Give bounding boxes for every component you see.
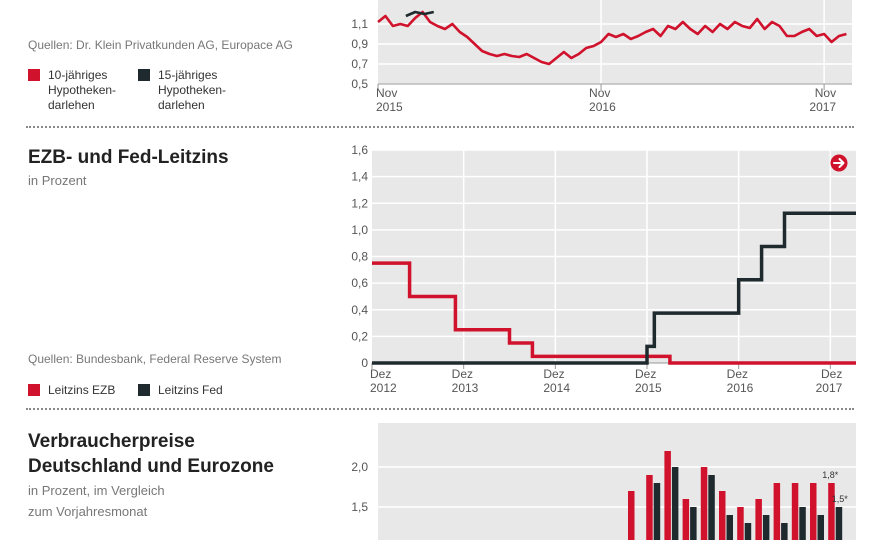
verbraucher-bar-red [810,483,817,540]
leitzins-x-tick-month: Dez [452,367,473,381]
arrow-right-icon-glyph [833,158,845,168]
mortgage-x-tick-month: Nov [815,86,836,100]
verbraucher-bar-dark [781,523,788,540]
mortgage-y-tick: 1,1 [351,17,368,31]
verbraucher-bar-dark [762,515,770,540]
mortgage-y-tick: 0,5 [351,77,368,91]
leitzins-x-tick-month: Dez [635,367,656,381]
verbraucher-plot-bg [378,423,856,540]
verbraucher-bar-red [628,491,635,540]
verbraucher-bar-dark [671,467,679,540]
verbraucher-subtitle-line2: zum Vorjahresmonat [28,504,148,519]
leitzins-subtitle: in Prozent [28,173,87,188]
leitzins-title: EZB- und Fed-Leitzins [28,147,229,168]
leitzins-y-tick: 1,4 [351,170,368,184]
leitzins-y-tick: 0,2 [351,329,368,343]
leitzins-x-tick-year: 2013 [452,381,479,395]
verbraucher-bar-red [664,451,671,540]
verbraucher-bar-red [737,507,744,540]
legend-label-fed: Leitzins Fed [158,383,223,397]
leitzins-y-tick: 0,4 [351,303,368,317]
leitzins-y-tick: 0,6 [351,276,368,290]
leitzins-chart: 00,20,40,60,81,01,21,41,6Dez2012Dez2013D… [351,143,856,395]
verbraucher-subtitle-line1: in Prozent, im Vergleich [28,483,165,498]
legend-swatch-10y [28,69,40,81]
leitzins-x-tick-month: Dez [370,367,391,381]
verbraucher-bar-dark [726,515,733,540]
mortgage-y-tick: 0,9 [351,37,368,51]
mortgage-source: Quellen: Dr. Klein Privatkunden AG, Euro… [28,38,293,52]
legend-swatch-15y [138,69,150,81]
leitzins-series-line-0 [372,261,856,365]
leitzins-y-tick: 0,8 [351,250,368,264]
leitzins-x-tick-year: 2014 [543,381,570,395]
legend-15y-line2: Hypotheken- [158,83,227,97]
verbraucher-bar-dark [817,515,824,540]
verbraucher-chart: 1,5 2,0 1,8* 1,5* [351,423,856,540]
verbraucher-bar-dark [744,523,752,540]
leitzins-x-tick-year: 2017 [816,381,843,395]
mortgage-x-tick-year: 2017 [809,100,836,114]
section-divider-1 [26,126,854,128]
verbraucher-bar-red [773,483,781,540]
verbraucher-bar-red [646,475,653,540]
mortgage-y-tick: 0,7 [351,57,368,71]
verbraucher-bar-red [755,499,762,540]
leitzins-x-tick-month: Dez [821,367,842,381]
verbraucher-bar-red [719,491,726,540]
mortgage-plot-bg [378,0,852,84]
section-divider-2 [26,408,854,410]
legend-label-ezb: Leitzins EZB [48,383,116,397]
legend-label-15y: 15-jähriges Hypotheken- darlehen [158,68,226,113]
legend-10y-line2: Hypotheken- [48,83,117,97]
leitzins-x-tick-year: 2015 [635,381,662,395]
leitzins-y-tick: 1,6 [351,143,368,157]
verbraucher-bar-dark [653,483,661,540]
mortgage-x-tick-month: Nov [376,86,397,100]
verbraucher-bar-red [682,499,690,540]
verbraucher-title-line2: Deutschland und Eurozone [28,456,274,477]
verbraucher-bar-red [700,467,708,540]
leitzins-series-line-1 [372,211,856,365]
leitzins-y-tick: 1,2 [351,196,368,210]
leitzins-x-tick-month: Dez [543,367,564,381]
leitzins-y-tick: 0 [361,356,368,370]
mortgage-series-line-1 [405,10,435,18]
verbraucher-title-line1: Verbraucherpreise [28,431,195,452]
mortgage-x-tick-year: 2015 [376,100,403,114]
verbraucher-data-label: 1,8* [822,470,839,480]
verbraucher-bar-dark [690,507,697,540]
verbraucher-bar-dark [708,475,715,540]
legend-10y-line3: darlehen [48,98,95,112]
verbraucher-bar-dark [799,507,806,540]
legend-15y-line3: darlehen [158,98,205,112]
verbraucher-bar-dark [835,507,843,540]
leitzins-x-tick-month: Dez [727,367,748,381]
leitzins-x-tick-year: 2016 [727,381,754,395]
leitzins-x-tick-year: 2012 [370,381,397,395]
verbraucher-data-label: 1,5* [832,494,849,504]
legend-swatch-ezb [28,384,40,396]
legend-label-10y: 10-jähriges Hypotheken- darlehen [48,68,116,113]
mortgage-series-line-0 [377,10,847,66]
verbraucher-y-tick: 2,0 [351,460,368,474]
verbraucher-bar-red [791,483,799,540]
mortgage-x-tick-month: Nov [589,86,610,100]
legend-swatch-fed [138,384,150,396]
legend-10y-line1: 10-jähriges [48,68,108,82]
mortgage-x-tick-year: 2016 [589,100,616,114]
leitzins-y-tick: 1,0 [351,223,368,237]
verbraucher-y-tick: 1,5 [351,500,368,514]
legend-15y-line1: 15-jähriges [158,68,218,82]
verbraucher-bar-red [828,483,835,540]
leitzins-source: Quellen: Bundesbank, Federal Reserve Sys… [28,352,282,366]
